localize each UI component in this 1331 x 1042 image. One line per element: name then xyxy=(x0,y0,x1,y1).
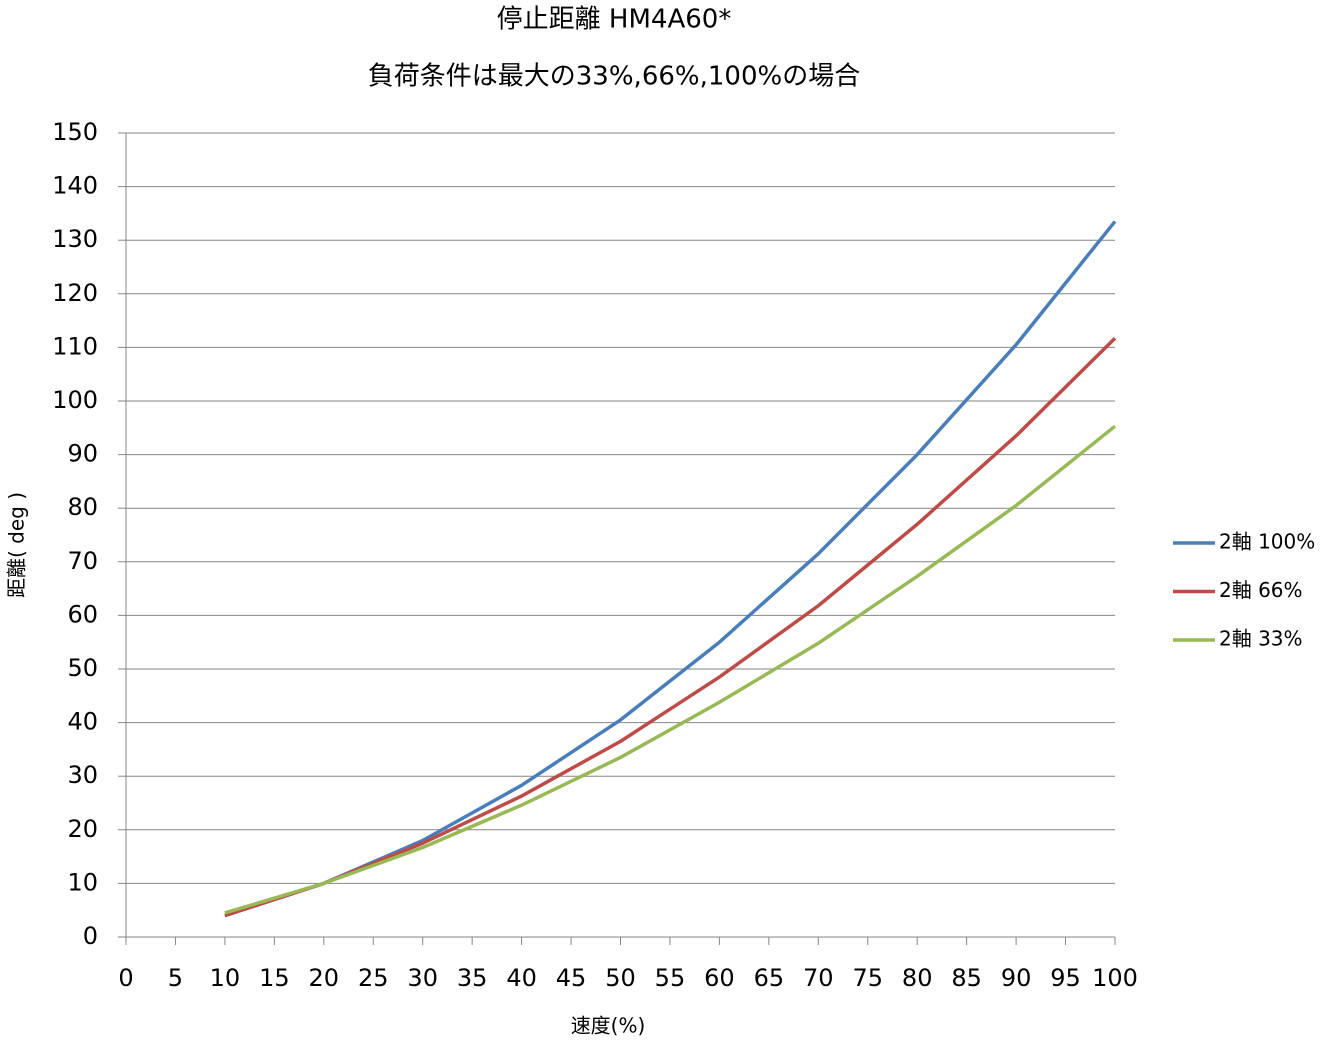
y-tick-label: 100 xyxy=(52,386,98,414)
x-tick-label: 55 xyxy=(655,964,686,992)
y-tick-label: 30 xyxy=(67,761,98,789)
y-tick-label: 120 xyxy=(52,279,98,307)
y-tick-label: 50 xyxy=(67,654,98,682)
x-tick-label: 35 xyxy=(457,964,488,992)
y-tick-label: 130 xyxy=(52,225,98,253)
x-tick-label: 15 xyxy=(259,964,290,992)
y-tick-label: 70 xyxy=(67,547,98,575)
chart-subtitle: 負荷条件は最大の33%,66%,100%の場合 xyxy=(368,62,860,92)
x-axis-label: 速度(%) xyxy=(571,1014,646,1038)
y-tick-label: 80 xyxy=(67,493,98,521)
legend-label: 2軸 100% xyxy=(1219,530,1315,554)
x-tick-label: 40 xyxy=(506,964,537,992)
x-tick-label: 0 xyxy=(118,964,133,992)
x-tick-label: 5 xyxy=(168,964,183,992)
y-tick-label: 10 xyxy=(67,868,98,896)
x-tick-label: 60 xyxy=(704,964,735,992)
x-tick-label: 65 xyxy=(754,964,785,992)
series-line xyxy=(224,220,1117,918)
chart-title: 停止距離 HM4A60* xyxy=(497,5,732,35)
y-tick-label: 110 xyxy=(52,332,98,360)
y-tick-label: 150 xyxy=(52,118,98,146)
x-tick-label: 50 xyxy=(605,964,636,992)
x-tick-label: 80 xyxy=(902,964,933,992)
x-tick-label: 75 xyxy=(852,964,883,992)
x-tick-label: 100 xyxy=(1092,964,1138,992)
x-tick-label: 30 xyxy=(407,964,438,992)
x-tick-label: 85 xyxy=(951,964,982,992)
x-tick-label: 95 xyxy=(1050,964,1081,992)
legend-label: 2軸 66% xyxy=(1219,578,1303,602)
y-tick-label: 40 xyxy=(67,708,98,736)
x-tick-label: 10 xyxy=(210,964,241,992)
x-tick-label: 45 xyxy=(556,964,587,992)
x-tick-label: 90 xyxy=(1001,964,1032,992)
y-tick-label: 0 xyxy=(83,922,98,950)
y-tick-label: 20 xyxy=(67,815,98,843)
legend-label: 2軸 33% xyxy=(1219,627,1303,651)
x-tick-label: 70 xyxy=(803,964,834,992)
y-tick-label: 90 xyxy=(67,440,98,468)
x-tick-label: 20 xyxy=(309,964,340,992)
series-line xyxy=(224,337,1117,918)
y-tick-label: 60 xyxy=(67,600,98,628)
series-line xyxy=(224,424,1117,915)
y-axis-label: 距離( deg ) xyxy=(5,492,29,598)
x-tick-label: 25 xyxy=(358,964,389,992)
y-tick-label: 140 xyxy=(52,172,98,200)
